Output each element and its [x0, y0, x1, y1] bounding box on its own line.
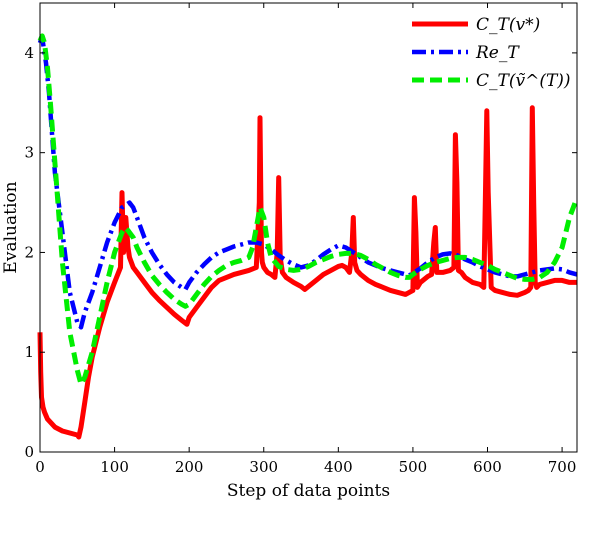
- legend-label-red-series: C_T(v*): [476, 15, 540, 35]
- y-tick-label: 0: [24, 443, 34, 461]
- y-tick-label: 1: [24, 343, 34, 361]
- legend-label-blue-series: Re_T: [475, 43, 520, 63]
- y-tick-label: 4: [24, 44, 34, 62]
- x-tick-label: 500: [399, 458, 428, 476]
- series-layer: [37, 33, 580, 440]
- x-tick-label: 400: [324, 458, 353, 476]
- legend-label-green-series: C_T(ṽ^(T)): [476, 71, 571, 91]
- series-line-red: [37, 105, 577, 440]
- plot-frame: [39, 2, 578, 453]
- legend: C_T(v*) Re_T C_T(ṽ^(T)): [412, 15, 571, 91]
- y-tick-label: 3: [24, 144, 34, 162]
- x-tick-label: 200: [175, 458, 204, 476]
- x-axis-label: Step of data points: [227, 481, 390, 501]
- x-tick-label: 100: [100, 458, 129, 476]
- series-line-green: [37, 33, 580, 387]
- x-tick-label: 0: [35, 458, 45, 476]
- y-axis-label: Evaluation: [1, 181, 21, 273]
- x-tick-label: 700: [548, 458, 577, 476]
- x-tick-label: 600: [473, 458, 502, 476]
- ticks-layer: 0 100 200 300 400 500 600 700 0 1 2 3 4: [24, 3, 577, 476]
- y-tick-label: 2: [24, 243, 34, 261]
- x-tick-label: 300: [249, 458, 278, 476]
